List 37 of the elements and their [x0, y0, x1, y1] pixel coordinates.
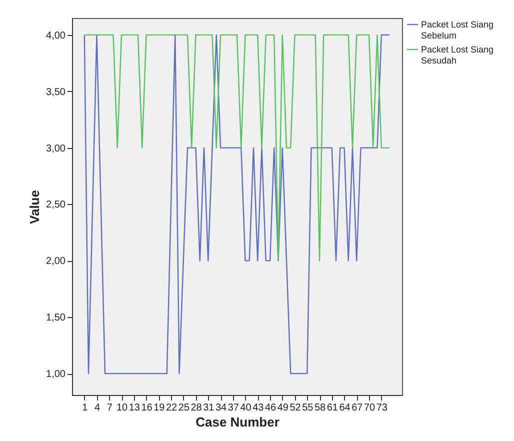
legend-label: Packet Lost Siang Sebelum: [421, 20, 494, 40]
x-tick-label: 43: [252, 402, 264, 414]
x-tick-label: 10: [116, 402, 128, 414]
x-tick-label: 16: [141, 402, 153, 414]
x-tick-label: 73: [376, 402, 388, 414]
x-tick-label: 49: [277, 402, 289, 414]
x-tick-label: 28: [190, 402, 202, 414]
y-tick-label: 2,50: [46, 200, 66, 211]
x-tick-label: 4: [94, 402, 100, 414]
x-tick-label: 70: [364, 402, 376, 414]
x-tick-label: 37: [228, 402, 240, 414]
x-tick-label: 22: [166, 402, 178, 414]
x-tick-label: 1: [82, 402, 88, 414]
x-tick-label: 25: [178, 402, 190, 414]
line-series: [84, 34, 390, 374]
legend-label: Packet Lost Siang Sesudah: [421, 44, 494, 66]
y-tick-label: 2,00: [46, 256, 66, 268]
x-tick-label: 19: [154, 402, 166, 414]
x-tick-label: 13: [128, 402, 140, 414]
x-tick-label: 61: [326, 402, 338, 414]
x-tick-label: 67: [352, 402, 364, 414]
x-axis-title: Case Number: [196, 414, 280, 430]
y-tick-label: 4,00: [46, 30, 66, 42]
x-tick-label: 40: [240, 402, 252, 414]
y-tick-label: 3,00: [46, 143, 66, 154]
y-tick-label: 1,00: [46, 369, 66, 380]
x-tick-label: 64: [339, 402, 351, 414]
x-tick-label: 46: [264, 402, 276, 414]
x-tick-label: 52: [290, 402, 302, 414]
x-tick-label: 34: [215, 402, 227, 414]
x-tick-label: 7: [106, 402, 113, 414]
y-tick-label: 3,50: [46, 86, 66, 98]
x-tick-label: 58: [314, 402, 326, 414]
x-tick-label: 31: [203, 402, 215, 414]
x-tick-label: 55: [302, 402, 314, 414]
y-axis-title: Value: [27, 190, 42, 224]
y-tick-label: 1,50: [46, 312, 66, 324]
